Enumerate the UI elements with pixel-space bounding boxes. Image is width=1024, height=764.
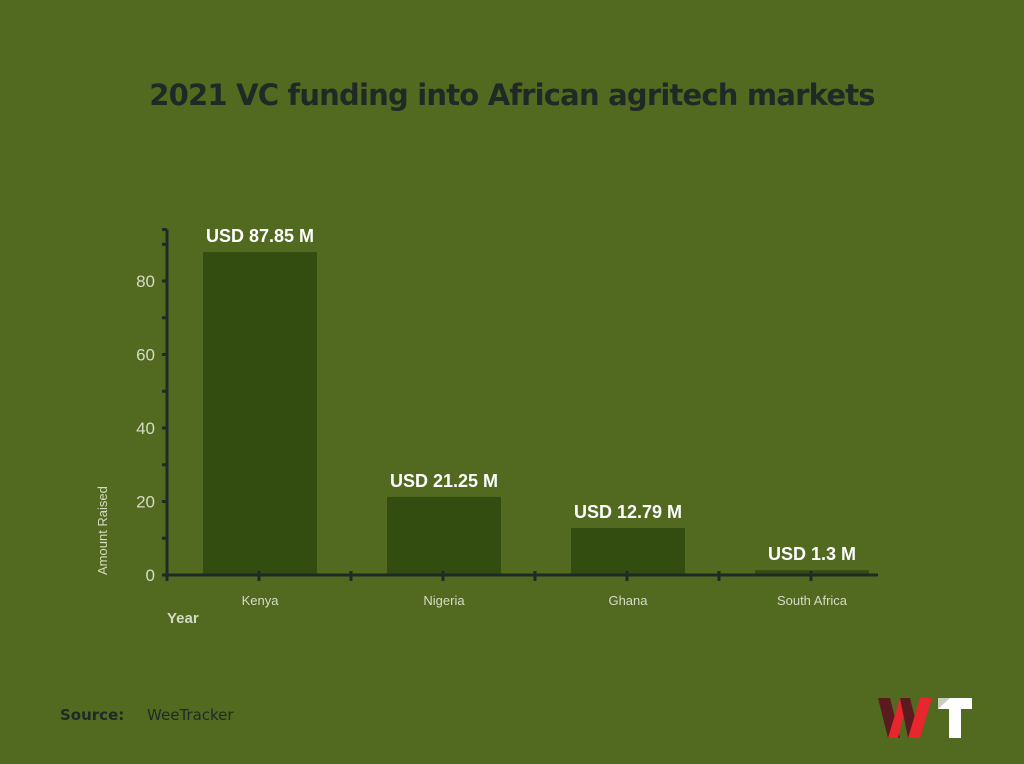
x-axis: Kenya Nigeria Ghana South Africa bbox=[165, 571, 878, 608]
y-tick-label: 40 bbox=[136, 419, 155, 438]
y-tick-label: 0 bbox=[146, 566, 155, 585]
y-tick-label: 20 bbox=[136, 493, 155, 512]
bar-nigeria bbox=[387, 496, 501, 575]
x-tick-label: Nigeria bbox=[423, 593, 465, 608]
bar-ghana bbox=[571, 527, 685, 575]
bar-kenya bbox=[203, 252, 317, 575]
x-tick-label: Ghana bbox=[608, 593, 648, 608]
weetracker-logo-icon bbox=[878, 698, 972, 738]
x-axis-title: Year bbox=[167, 610, 199, 627]
y-axis-title: Amount Raised bbox=[95, 486, 110, 575]
x-tick-label: South Africa bbox=[777, 593, 848, 608]
source-note: Source: WeeTracker bbox=[60, 706, 234, 724]
y-tick-label: 80 bbox=[136, 272, 155, 291]
value-label: USD 21.25 M bbox=[390, 471, 498, 491]
y-axis: 0 20 40 60 80 bbox=[136, 228, 169, 585]
y-tick-label: 60 bbox=[136, 346, 155, 365]
chart-title: 2021 VC funding into African agritech ma… bbox=[149, 78, 875, 112]
source-value: WeeTracker bbox=[147, 706, 234, 724]
value-label: USD 87.85 M bbox=[206, 226, 314, 246]
x-tick-label: Kenya bbox=[242, 593, 280, 608]
source-label: Source: bbox=[60, 706, 125, 724]
value-label: USD 1.3 M bbox=[768, 544, 856, 564]
bars: USD 87.85 M USD 21.25 M USD 12.79 M USD 1.3… bbox=[203, 226, 869, 575]
value-label: USD 12.79 M bbox=[574, 502, 682, 522]
